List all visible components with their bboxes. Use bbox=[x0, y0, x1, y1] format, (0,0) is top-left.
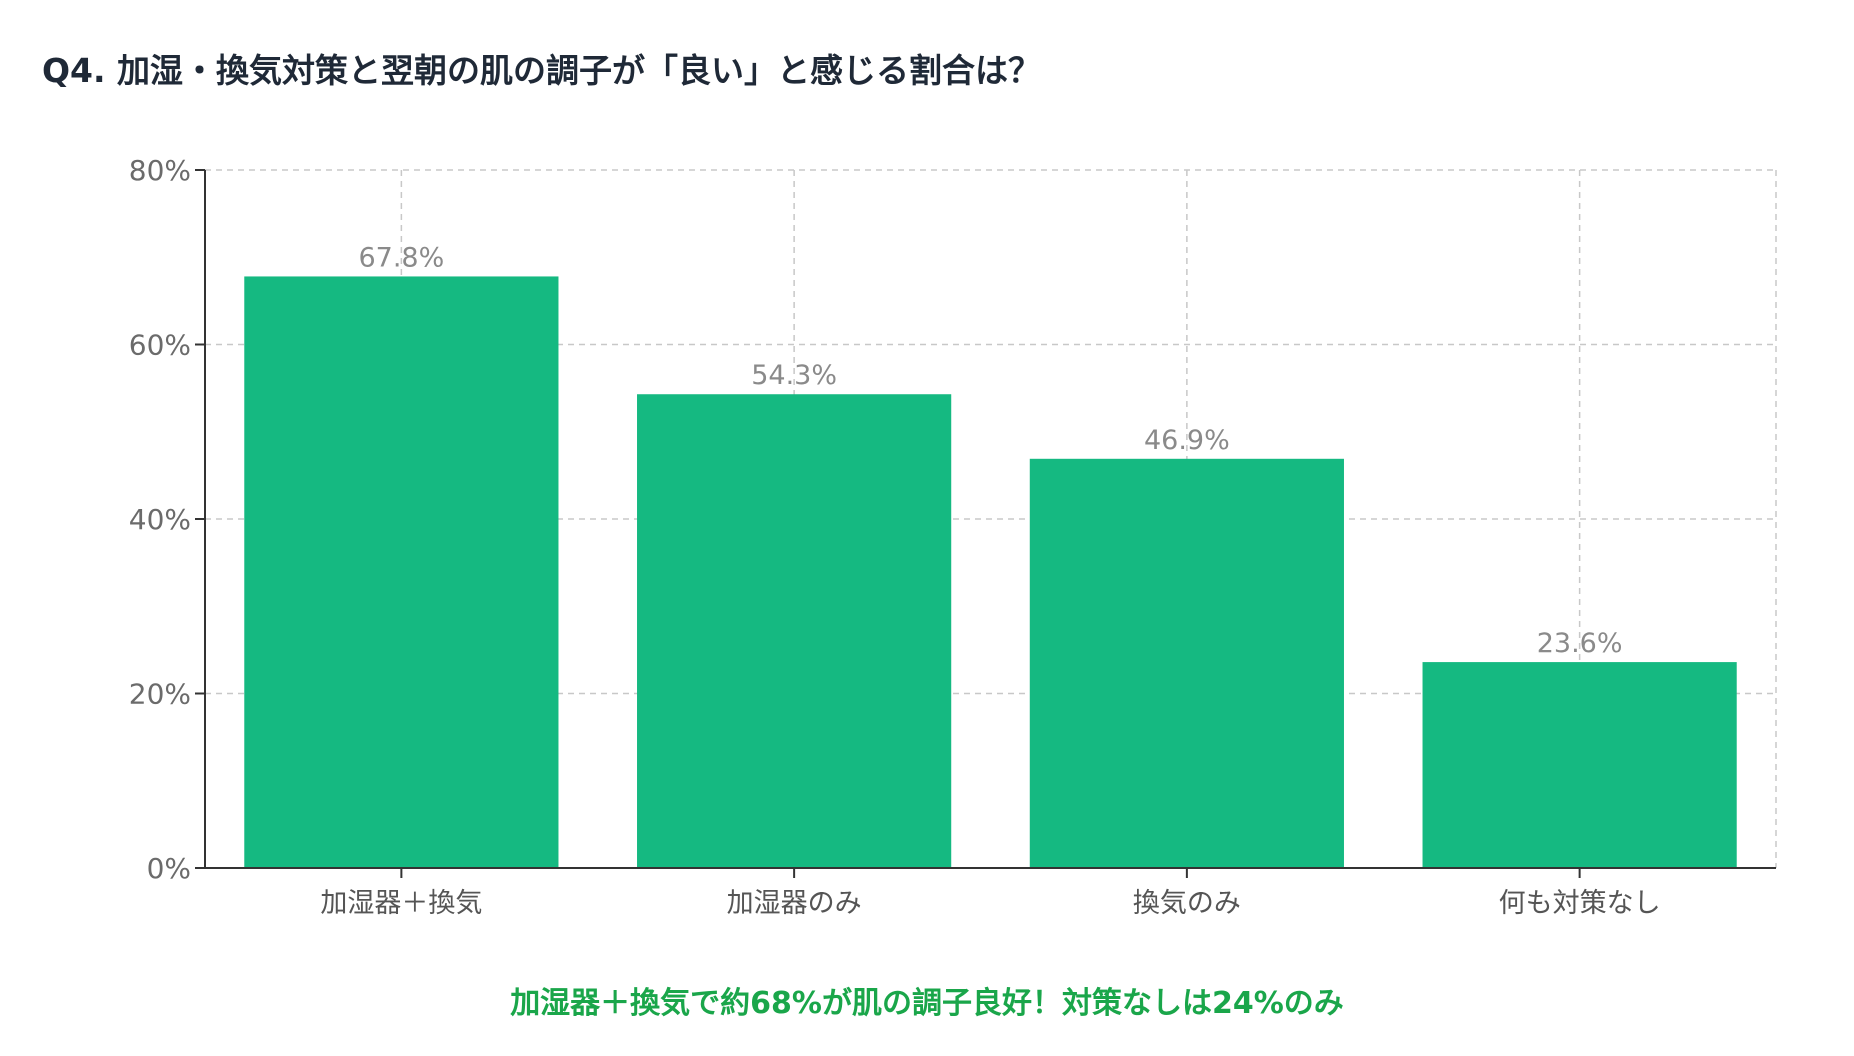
bar-2 bbox=[637, 394, 952, 868]
axis-layer bbox=[195, 169, 1776, 878]
x-tick-label: 加湿器＋換気 bbox=[320, 888, 482, 919]
bar-layer bbox=[244, 276, 1737, 868]
y-tick-label: 80% bbox=[129, 154, 191, 187]
data-label: 23.6% bbox=[1537, 628, 1623, 659]
y-tick-label: 20% bbox=[129, 678, 191, 711]
bar-1 bbox=[244, 276, 559, 868]
chart-title: Q4. 加湿・換気対策と翌朝の肌の調子が「良い」と感じる割合は？ bbox=[42, 51, 1042, 90]
label-layer: 0% 20% 40% 60% 80% 加湿器＋換気 加湿器のみ 換気のみ 何も対策なし 67.8%… bbox=[129, 154, 1661, 919]
bar-3 bbox=[1029, 458, 1344, 868]
y-tick-label: 0% bbox=[147, 852, 191, 885]
data-label: 46.9% bbox=[1144, 425, 1230, 456]
y-tick-label: 40% bbox=[129, 503, 191, 536]
data-label: 54.3% bbox=[751, 360, 837, 391]
y-tick-label: 60% bbox=[129, 329, 191, 362]
x-tick-label: 換気のみ bbox=[1133, 888, 1241, 919]
chart-caption: 加湿器＋換気で約68%が肌の調子良好！対策なしは24%のみ bbox=[510, 986, 1344, 1021]
data-label: 67.8% bbox=[358, 242, 444, 273]
x-tick-label: 何も対策なし bbox=[1499, 888, 1661, 919]
x-tick-label: 加湿器のみ bbox=[727, 888, 862, 919]
bar-4 bbox=[1422, 662, 1737, 868]
